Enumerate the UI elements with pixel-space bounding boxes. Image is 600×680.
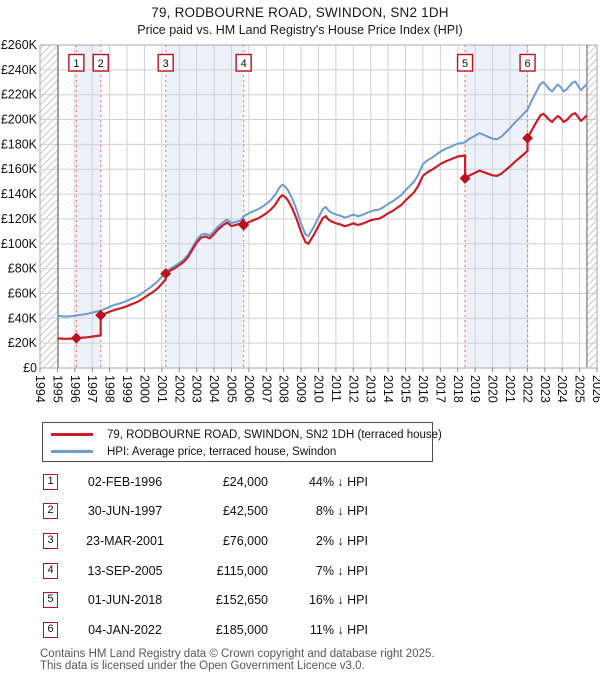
svg-text:2014: 2014 (381, 375, 395, 403)
chart-legend: 79, RODBOURNE ROAD, SWINDON, SN2 1DH (te… (42, 422, 442, 462)
row-marker-number: 3 (43, 532, 58, 549)
svg-text:2000: 2000 (137, 375, 151, 403)
svg-text:3: 3 (163, 58, 169, 70)
vs-hpi-percentage: 11% ↓ HPI (309, 623, 368, 637)
footer-line-1: Contains HM Land Registry data © Crown c… (40, 648, 435, 660)
svg-text:2016: 2016 (416, 375, 430, 403)
table-row: 6 04-JAN-2022 £185,000 11% ↓ HPI (0, 622, 600, 642)
svg-text:£180K: £180K (1, 137, 38, 151)
svg-text:1999: 1999 (120, 375, 134, 403)
table-row: 5 01-JUN-2018 £152,650 16% ↓ HPI (0, 592, 600, 612)
legend-property-label: 79, RODBOURNE ROAD, SWINDON, SN2 1DH (te… (107, 428, 442, 441)
svg-text:2026: 2026 (590, 375, 600, 403)
sale-date: 02-FEB-1996 (87, 474, 163, 489)
svg-text:£20K: £20K (8, 336, 38, 350)
sale-date: 23-MAR-2001 (86, 533, 164, 548)
svg-text:2023: 2023 (538, 375, 552, 403)
vs-hpi-percentage: 7% ↓ HPI (315, 563, 368, 578)
sale-price: £42,500 (222, 504, 268, 519)
sale-date: 04-JAN-2022 (88, 623, 162, 637)
svg-text:2021: 2021 (503, 375, 517, 403)
legend-item-hpi: HPI: Average price, terraced house, Swin… (51, 443, 432, 460)
svg-text:2001: 2001 (155, 375, 169, 403)
svg-text:£160K: £160K (1, 162, 38, 176)
svg-text:2008: 2008 (277, 375, 291, 403)
svg-text:£220K: £220K (1, 88, 38, 102)
sale-date: 13-SEP-2005 (87, 563, 163, 578)
sale-price: £185,000 (215, 623, 268, 637)
svg-text:2009: 2009 (294, 375, 308, 403)
svg-text:2006: 2006 (242, 375, 256, 403)
svg-text:2004: 2004 (207, 375, 221, 403)
svg-text:1998: 1998 (103, 375, 117, 403)
svg-text:2018: 2018 (451, 375, 465, 403)
sale-price: £152,650 (215, 593, 268, 608)
svg-text:1: 1 (73, 58, 79, 70)
table-row: 1 02-FEB-1996 £24,000 44% ↓ HPI (0, 473, 600, 494)
svg-text:£80K: £80K (8, 262, 38, 276)
svg-text:£140K: £140K (1, 187, 38, 201)
table-row: 3 23-MAR-2001 £76,000 2% ↓ HPI (0, 532, 600, 553)
svg-text:6: 6 (524, 58, 530, 70)
svg-text:2015: 2015 (399, 375, 413, 403)
svg-text:1995: 1995 (50, 375, 64, 403)
legend-item-property: 79, RODBOURNE ROAD, SWINDON, SN2 1DH (te… (51, 426, 442, 443)
svg-text:£40K: £40K (8, 311, 38, 325)
svg-text:2017: 2017 (433, 375, 447, 403)
svg-text:£100K: £100K (1, 237, 38, 251)
svg-text:£240K: £240K (1, 63, 38, 77)
page-title: 79, RODBOURNE ROAD, SWINDON, SN2 1DH (151, 5, 449, 20)
svg-text:1994: 1994 (33, 375, 47, 403)
svg-text:£200K: £200K (1, 113, 38, 127)
row-marker-number: 5 (43, 592, 58, 609)
row-marker-number: 6 (43, 622, 58, 638)
hpi-line-swatch (51, 450, 93, 453)
svg-text:2012: 2012 (346, 375, 360, 403)
svg-text:£260K: £260K (1, 40, 38, 52)
svg-text:2002: 2002 (172, 375, 186, 403)
svg-text:2022: 2022 (520, 375, 534, 403)
table-row: 4 13-SEP-2005 £115,000 7% ↓ HPI (0, 562, 600, 583)
row-marker-number: 2 (43, 503, 58, 520)
table-row: 2 30-JUN-1997 £42,500 8% ↓ HPI (0, 503, 600, 523)
svg-text:2024: 2024 (555, 375, 569, 403)
svg-text:2003: 2003 (190, 375, 204, 403)
row-marker-number: 1 (43, 473, 58, 490)
svg-text:£0: £0 (23, 361, 37, 375)
svg-text:2010: 2010 (312, 375, 326, 403)
svg-text:2013: 2013 (364, 375, 378, 403)
svg-text:2020: 2020 (486, 375, 500, 403)
chart-footer: Contains HM Land Registry data © Crown c… (40, 648, 580, 672)
svg-text:1997: 1997 (85, 375, 99, 403)
legend-hpi-label: HPI: Average price, terraced house, Swin… (107, 445, 337, 458)
footer-line-2: This data is licensed under the Open Gov… (40, 660, 365, 672)
svg-text:2025: 2025 (573, 375, 587, 403)
sale-date: 01-JUN-2018 (87, 593, 163, 608)
vs-hpi-percentage: 2% ↓ HPI (315, 533, 368, 548)
svg-text:2011: 2011 (329, 375, 343, 402)
svg-text:2019: 2019 (468, 375, 482, 403)
property-line-swatch (51, 433, 93, 436)
svg-text:4: 4 (241, 58, 247, 70)
sale-price: £115,000 (216, 563, 268, 578)
svg-text:£60K: £60K (8, 286, 38, 300)
svg-text:2: 2 (98, 58, 104, 70)
vs-hpi-percentage: 16% ↓ HPI (308, 593, 368, 608)
vs-hpi-percentage: 8% ↓ HPI (315, 504, 368, 519)
chart-subtitle: Price paid vs. HM Land Registry's House … (137, 23, 463, 37)
svg-text:1996: 1996 (68, 375, 82, 403)
svg-text:2007: 2007 (259, 375, 273, 403)
sale-price: £76,000 (222, 533, 268, 548)
svg-text:5: 5 (462, 58, 468, 70)
svg-text:2005: 2005 (224, 375, 238, 403)
price-chart: 1 2 3 4 5 6 £0 £20K £40K £60K £80K £100K £120K £140K £… (1, 40, 600, 403)
sale-price: £24,000 (222, 474, 268, 489)
svg-text:£120K: £120K (1, 212, 38, 226)
vs-hpi-percentage: 44% ↓ HPI (308, 474, 368, 489)
sale-date: 30-JUN-1997 (87, 504, 163, 519)
row-marker-number: 4 (43, 562, 58, 579)
